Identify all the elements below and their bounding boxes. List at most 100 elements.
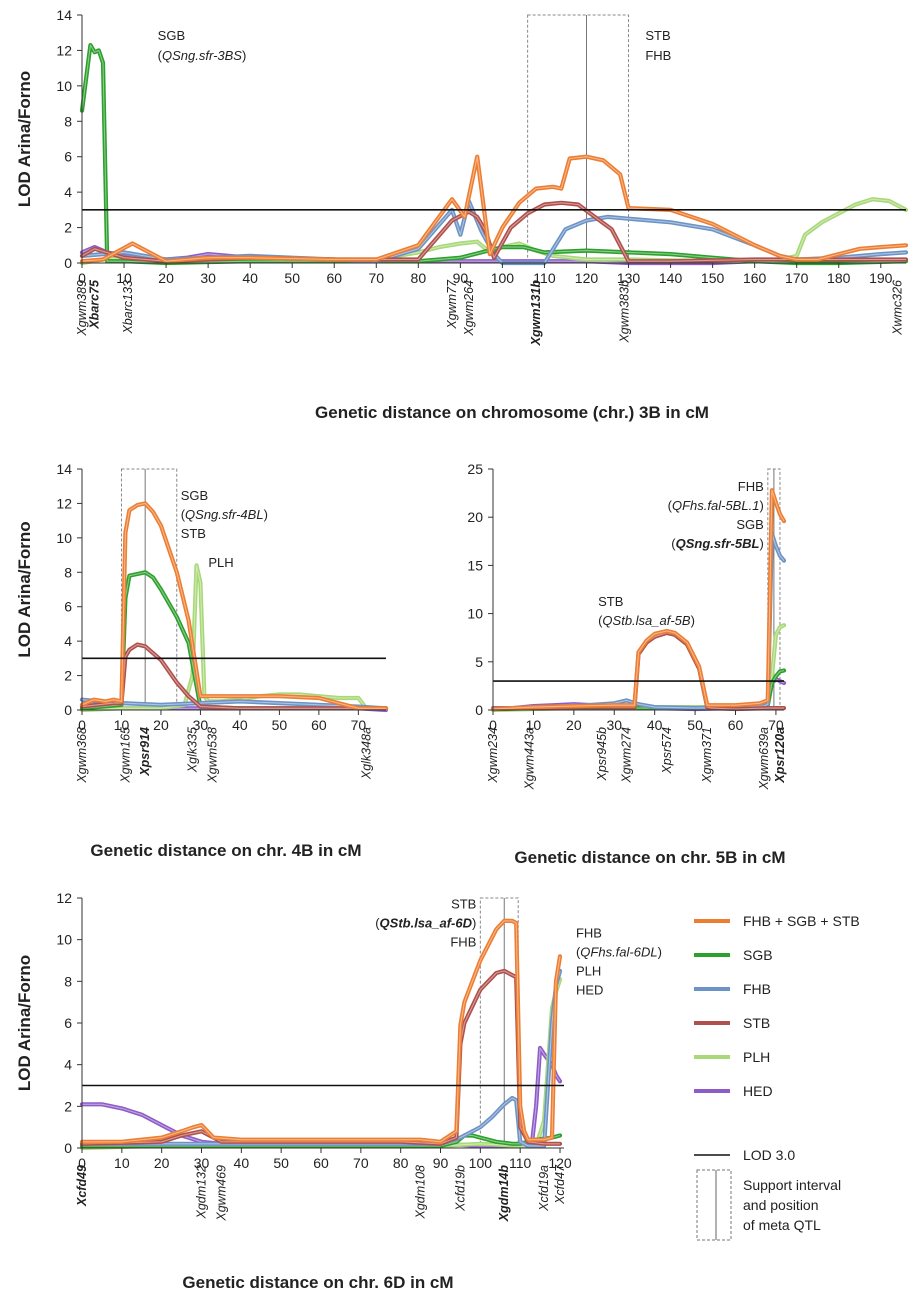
x-tick-label: 60 [311, 717, 327, 733]
x-tick-label: 0 [489, 717, 497, 733]
y-tick-label: 4 [64, 633, 72, 649]
series-line-highlight-hed [82, 1047, 561, 1147]
y-tick-label: 14 [56, 7, 72, 23]
y-axis-label: LOD Arina/Forno [15, 71, 34, 207]
marker-label: Xgwm274 [619, 727, 633, 784]
marker-label: Xcfd19a [537, 1165, 551, 1212]
x-tick-label: 110 [533, 270, 556, 286]
y-tick-label: 12 [56, 42, 72, 58]
y-tick-label: 0 [64, 255, 72, 271]
qtl-annotation-line: (QSng.sfr-5BL) [671, 536, 763, 551]
x-tick-label: 60 [326, 270, 342, 286]
legend-item-threshold: LOD 3.0 [694, 1147, 795, 1163]
x-tick-label: 30 [606, 717, 622, 733]
qtl-annotation-line: FHB [645, 48, 671, 63]
qtl-annotation-line: FHB [738, 479, 764, 494]
x-tick-label: 80 [411, 270, 427, 286]
series-line-fhb-sgb-stb [79, 154, 909, 264]
x-tick-label: 20 [158, 270, 174, 286]
qtl-annotation-text: FHB [576, 926, 602, 941]
x-tick-label: 70 [368, 270, 384, 286]
y-axis-label: LOD Arina/Forno [15, 521, 34, 657]
legend-item: HED [694, 1083, 773, 1099]
x-tick-label: 10 [116, 270, 132, 286]
series-line-sgb [79, 42, 909, 266]
x-tick-label: 0 [78, 1155, 86, 1171]
legend-label-interval-line: and position [743, 1197, 819, 1213]
series-line-highlight-fhb-sgb-stb [81, 156, 907, 262]
marker-label: Xgwm389 [75, 280, 89, 337]
series-sgb [79, 42, 909, 266]
x-tick-label: 10 [114, 1155, 130, 1171]
marker-label: Xgdm108 [414, 1165, 428, 1220]
legend-label: SGB [743, 947, 773, 963]
qtl-annotation-text: FHB [738, 479, 764, 494]
y-tick-label: 5 [475, 654, 483, 670]
y-tick-label: 15 [467, 557, 483, 573]
series-line-fhb-sgb-stb [79, 918, 563, 1144]
y-tick-label: 25 [467, 461, 483, 477]
x-tick-label: 90 [453, 270, 469, 286]
qtl-annotation-text: PLH [208, 555, 233, 570]
qtl-annotation: STB FHB [645, 28, 671, 63]
y-tick-label: 4 [64, 1057, 72, 1073]
qtl-annotation: FHB (QFhs.fal-5BL.1) SGB (QSng.sfr-5BL) [668, 479, 764, 551]
qtl-annotation-text: QSng.sfr-5BL [676, 536, 760, 551]
support-interval [527, 14, 630, 264]
marker-label: Xgdm132 [195, 1165, 209, 1220]
qtl-annotation: PLH [208, 555, 233, 570]
x-tick-label: 10 [526, 717, 542, 733]
y-tick-label: 10 [56, 78, 72, 94]
x-tick-label: 60 [728, 717, 744, 733]
y-tick-label: 8 [64, 973, 72, 989]
x-tick-label: 60 [313, 1155, 329, 1171]
x-axis-label: Genetic distance on chr. 6D in cM [182, 1273, 453, 1292]
series-line-stb [79, 642, 389, 711]
qtl-annotation-text: ( [576, 945, 581, 960]
y-tick-label: 10 [56, 530, 72, 546]
series-fhb-sgb-stb [79, 154, 909, 264]
qtl-annotation-line: STB [181, 526, 206, 541]
series-fhb-sgb-stb [79, 501, 389, 711]
qtl-annotation-text: FHB [450, 934, 476, 949]
marker-label: Xgwm131b [529, 280, 543, 347]
series-fhb-sgb-stb [79, 918, 563, 1144]
y-tick-label: 14 [56, 461, 72, 477]
series-line-highlight-fhb-sgb-stb [82, 920, 561, 1143]
qtl-annotation-text: ) [658, 945, 662, 960]
qtl-annotation-text: QStb.lsa_af-6D [380, 915, 473, 930]
qtl-annotation-text: HED [576, 983, 603, 998]
x-tick-label: 30 [194, 1155, 210, 1171]
y-tick-label: 10 [56, 932, 72, 948]
series-sgb [79, 570, 389, 711]
series-fhb-sgb-stb [490, 488, 787, 712]
legend-label-interval-line: Support interval [743, 1177, 841, 1193]
marker-label: Xpsr914 [138, 727, 152, 777]
x-tick-label: 0 [78, 717, 86, 733]
qtl-annotation: FHB (QFhs.fal-6DL) PLH HED [576, 926, 662, 998]
x-axis-label: Genetic distance on chr. 5B in cM [514, 848, 785, 867]
qtl-annotation-line: SGB [736, 517, 763, 532]
x-tick-label: 40 [647, 717, 663, 733]
qtl-annotation-text: ) [472, 915, 476, 930]
x-tick-label: 80 [393, 1155, 409, 1171]
series-line-fhb-sgb-stb [490, 488, 787, 712]
x-tick-label: 50 [272, 717, 288, 733]
qtl-annotation-text: SGB [181, 488, 208, 503]
x-tick-label: 70 [353, 1155, 369, 1171]
marker-label: Xpsr945b [595, 727, 609, 782]
y-tick-label: 8 [64, 113, 72, 129]
qtl-annotation: SGB (QSng.sfr-4BL) STB [181, 488, 268, 541]
qtl-annotation-text: QStb.lsa_af-5B [602, 613, 690, 628]
y-tick-label: 10 [467, 606, 483, 622]
x-tick-label: 30 [200, 270, 216, 286]
qtl-annotation-line: (QStb.lsa_af-5B) [598, 613, 695, 628]
y-tick-label: 2 [64, 1098, 72, 1114]
x-tick-label: 140 [659, 270, 683, 286]
y-tick-label: 12 [56, 495, 72, 511]
x-tick-label: 100 [491, 270, 515, 286]
y-tick-label: 6 [64, 149, 72, 165]
series-line-highlight-fhb-sgb-stb [81, 502, 386, 709]
x-tick-label: 100 [469, 1155, 493, 1171]
qtl-annotation-line: STB [451, 896, 476, 911]
